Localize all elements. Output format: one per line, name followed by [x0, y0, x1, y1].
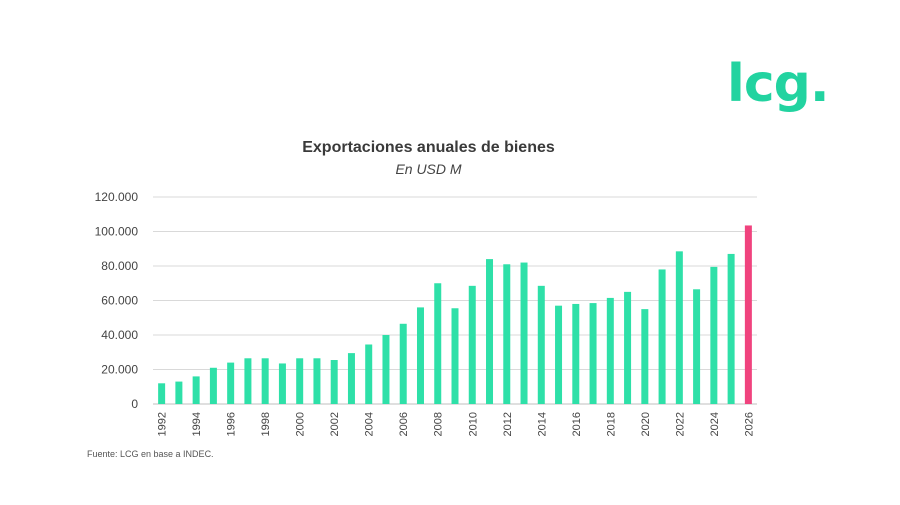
x-tick-label: 2016	[571, 412, 583, 436]
source-note: Fuente: LCG en base a INDEC.	[87, 449, 214, 459]
lcg-logo: lcg.	[727, 58, 830, 110]
bar	[693, 289, 701, 404]
y-tick-label: 60.000	[101, 294, 138, 308]
x-tick-label: 2004	[364, 412, 376, 436]
x-tick-label: 2002	[329, 412, 341, 436]
bar	[503, 264, 511, 404]
bar	[468, 285, 476, 404]
bar	[261, 358, 269, 404]
x-tick-label: 2022	[674, 412, 686, 436]
bar	[486, 259, 494, 404]
x-tick-label: 2018	[605, 412, 617, 436]
x-tick-label: 2010	[467, 412, 479, 436]
x-tick-label: 1994	[191, 412, 203, 436]
bar	[192, 376, 200, 404]
y-tick-label: 100.000	[95, 225, 139, 239]
logo-dot: .	[809, 54, 830, 114]
bar	[572, 303, 580, 404]
x-tick-label: 2008	[433, 412, 445, 436]
x-tick-label: 1998	[260, 412, 272, 436]
chart-subtitle: En USD M	[395, 161, 462, 177]
x-tick-label: 2006	[398, 412, 410, 436]
bar	[537, 285, 545, 404]
x-tick-label: 1996	[226, 412, 238, 436]
bar	[624, 291, 632, 404]
bar	[451, 308, 459, 404]
x-tick-label: 2024	[709, 412, 721, 436]
bar	[675, 251, 683, 404]
bar	[330, 360, 338, 404]
bar	[244, 358, 252, 404]
bar	[606, 297, 614, 404]
bar	[313, 358, 321, 404]
bar	[399, 323, 407, 404]
x-tick-label: 1992	[157, 412, 169, 436]
bar-highlight	[744, 225, 752, 404]
logo-text: lcg	[727, 54, 811, 114]
bar	[175, 381, 183, 404]
y-tick-label: 80.000	[101, 259, 138, 273]
y-tick-label: 40.000	[101, 328, 138, 342]
bar	[209, 367, 217, 404]
y-tick-label: 20.000	[101, 363, 138, 377]
bar	[658, 269, 666, 404]
bar	[520, 262, 528, 404]
bar	[382, 335, 390, 404]
bar	[589, 303, 597, 404]
bar	[296, 358, 304, 404]
bar	[227, 362, 235, 404]
x-tick-label: 2012	[502, 412, 514, 436]
bar	[278, 363, 286, 404]
x-tick-label: 2020	[640, 412, 652, 436]
bar	[710, 266, 718, 404]
x-tick-label: 2014	[536, 412, 548, 436]
bar	[727, 253, 735, 404]
bar	[434, 283, 442, 404]
y-tick-label: 0	[131, 397, 138, 411]
bar	[158, 383, 166, 404]
bar	[347, 353, 355, 404]
y-tick-label: 120.000	[95, 190, 139, 204]
chart-title: Exportaciones anuales de bienes	[302, 139, 555, 156]
bar	[555, 305, 563, 404]
x-tick-label: 2026	[743, 412, 755, 436]
bar	[416, 307, 424, 404]
x-tick-label: 2000	[295, 412, 307, 436]
bar	[365, 344, 373, 404]
bar	[641, 309, 649, 404]
